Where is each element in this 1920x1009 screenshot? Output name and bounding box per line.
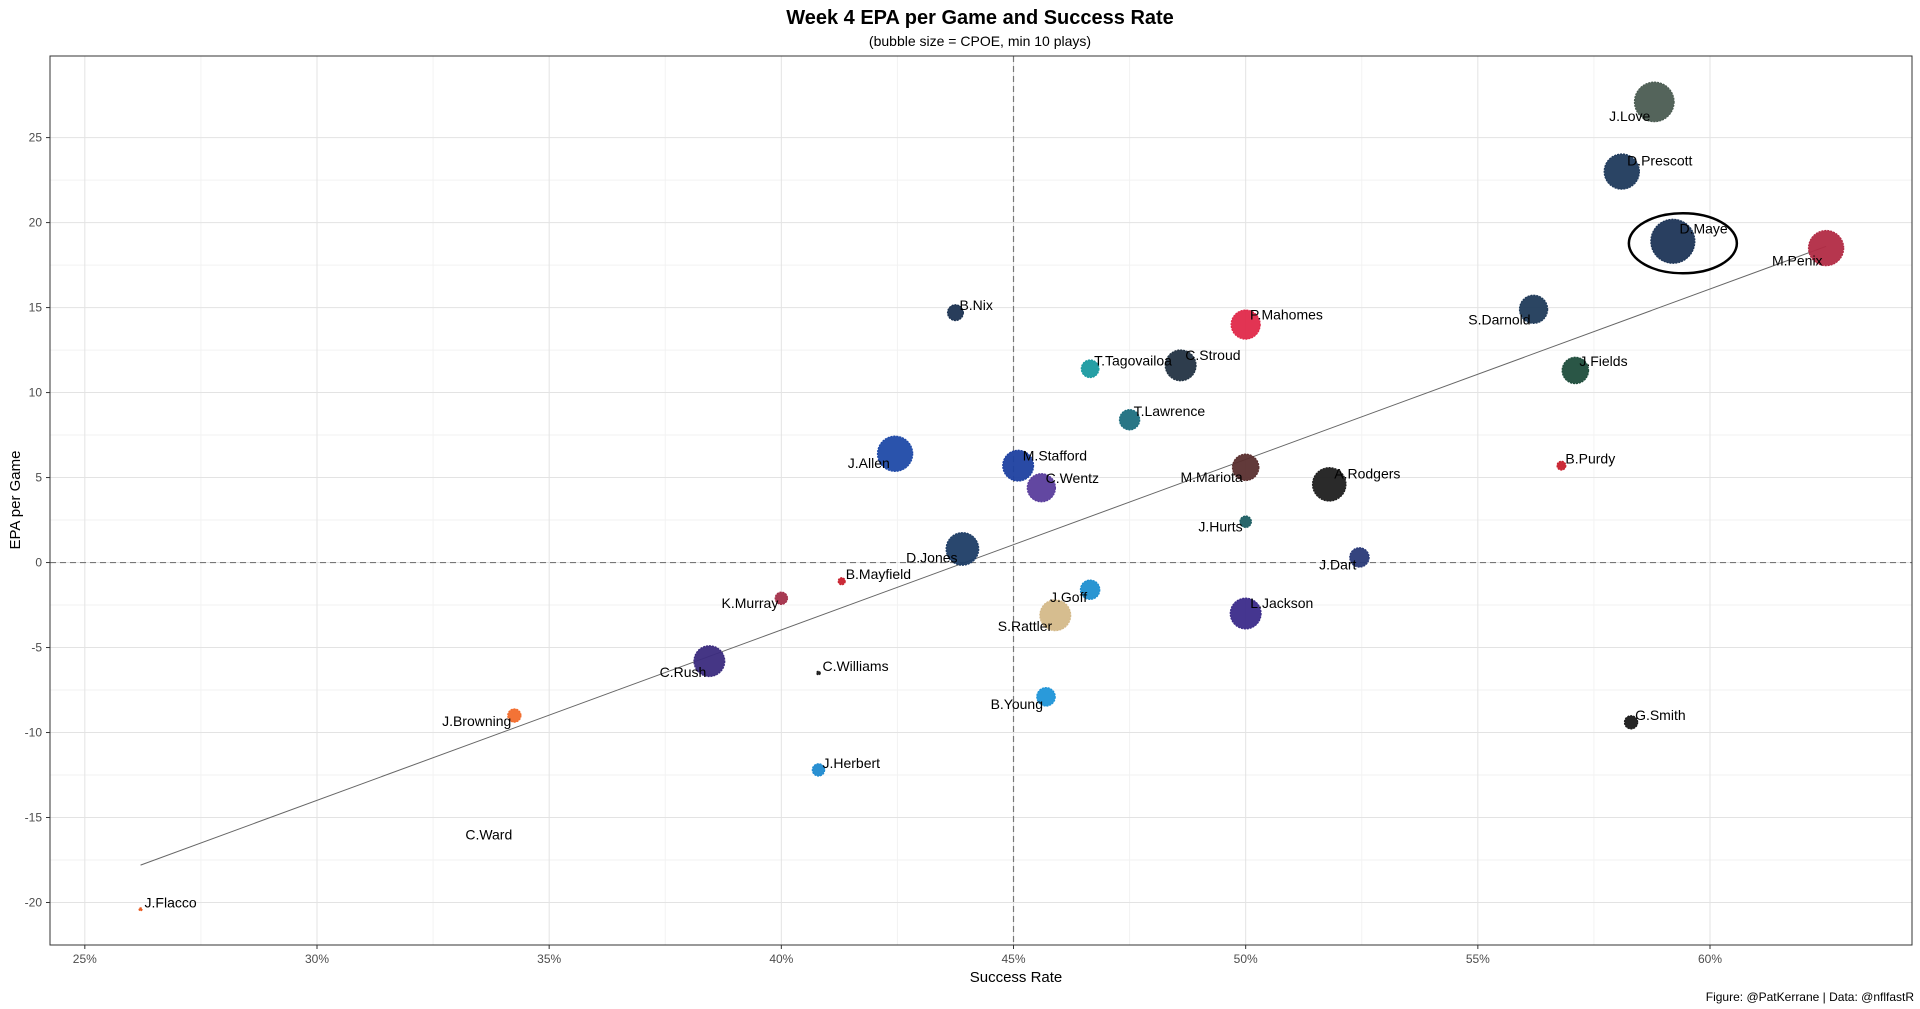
point-label: M.Mariota <box>1180 469 1242 485</box>
data-point <box>1026 473 1057 503</box>
x-tick-label: 35% <box>537 952 561 966</box>
y-tick-label: 10 <box>29 386 43 400</box>
data-point <box>945 532 980 566</box>
point-label: C.Rush <box>660 664 707 680</box>
data-point <box>1080 359 1100 379</box>
data-point <box>1118 409 1141 431</box>
x-tick-label: 25% <box>73 952 97 966</box>
point-label: B.Mayfield <box>846 566 911 582</box>
data-point <box>1311 467 1347 502</box>
y-tick-label: 5 <box>35 471 42 485</box>
y-tick-label: -15 <box>25 811 43 825</box>
data-point <box>1079 579 1101 601</box>
point-label: C.Williams <box>822 658 888 674</box>
x-tick-label: 45% <box>1001 952 1025 966</box>
data-point <box>811 763 826 777</box>
data-point <box>1039 599 1072 632</box>
data-point <box>1239 515 1252 529</box>
data-point <box>774 591 789 605</box>
chart-subtitle: (bubble size = CPOE, min 10 plays) <box>869 33 1091 49</box>
point-label: J.Love <box>1609 108 1650 124</box>
data-point <box>816 670 821 676</box>
point-label: G.Smith <box>1635 707 1686 723</box>
chart-caption: Figure: @PatKerrane | Data: @nflfastR <box>1706 990 1915 1004</box>
point-label: J.Goff <box>1050 589 1087 605</box>
point-label: J.Flacco <box>145 894 197 910</box>
point-label: D.Jones <box>906 549 957 565</box>
point-label: C.Stroud <box>1185 347 1240 363</box>
y-axis-label: EPA per Game <box>7 451 24 550</box>
data-point <box>1229 597 1262 630</box>
x-tick-label: 30% <box>305 952 329 966</box>
point-label: T.Tagovailoa <box>1094 353 1172 369</box>
x-axis-label: Success Rate <box>970 969 1063 986</box>
data-point <box>507 708 522 723</box>
data-point <box>876 435 914 472</box>
data-point <box>1002 449 1035 482</box>
point-label: T.Lawrence <box>1134 403 1206 419</box>
plot-border <box>49 55 1913 946</box>
data-point <box>1623 715 1639 730</box>
chart-title: Week 4 EPA per Game and Success Rate <box>786 7 1174 29</box>
data-point <box>1561 356 1590 385</box>
data-point <box>1231 453 1260 482</box>
axis-layer: 25% 30% 35% 40% 45% 50% 55% 60% -20 -15 -10 -5 0 5 10 1… <box>25 55 1913 966</box>
data-point <box>837 577 846 586</box>
point-label: S.Rattler <box>998 618 1053 634</box>
data-point <box>1164 349 1197 382</box>
data-points <box>138 81 1845 912</box>
x-tick-label: 60% <box>1698 952 1722 966</box>
data-point <box>1230 309 1261 340</box>
trend-line <box>140 245 1827 866</box>
point-label: K.Murray <box>722 595 779 611</box>
point-label: S.Darnold <box>1468 311 1530 327</box>
data-point <box>1650 218 1696 264</box>
data-point <box>138 907 143 912</box>
point-label: C.Ward <box>465 827 512 843</box>
point-label: M.Penix <box>1772 253 1823 269</box>
data-point <box>946 304 964 322</box>
y-tick-label: 15 <box>29 301 43 315</box>
point-label: L.Jackson <box>1250 595 1313 611</box>
point-label: D.Prescott <box>1627 152 1692 168</box>
y-tick-label: 20 <box>29 216 43 230</box>
point-labels: J.Love D.Prescott D.Maye M.Penix S.Darnold J.… <box>145 108 1823 911</box>
point-label: D.Maye <box>1679 221 1727 237</box>
data-point <box>1518 294 1549 324</box>
data-point <box>693 645 726 678</box>
point-label: J.Fields <box>1579 353 1627 369</box>
y-tick-label: -20 <box>25 896 43 910</box>
point-label: B.Nix <box>959 297 992 313</box>
point-label: P.Mahomes <box>1250 306 1323 322</box>
x-tick-label: 55% <box>1466 952 1490 966</box>
data-point <box>1633 81 1675 123</box>
point-label: M.Stafford <box>1023 447 1087 463</box>
trend-line-layer <box>140 245 1827 866</box>
point-label: B.Purdy <box>1565 451 1615 467</box>
point-label: A.Rodgers <box>1334 465 1400 481</box>
data-point <box>1603 153 1640 190</box>
point-label: J.Allen <box>848 455 890 471</box>
point-label: C.Wentz <box>1046 470 1099 486</box>
point-label: J.Herbert <box>822 755 880 771</box>
y-tick-label: -5 <box>31 641 42 655</box>
data-point <box>1807 229 1845 267</box>
point-label: J.Dart <box>1319 557 1356 573</box>
point-label: J.Browning <box>442 713 511 729</box>
point-label: B.Young <box>991 696 1043 712</box>
x-tick-label: 50% <box>1234 952 1258 966</box>
y-tick-label: -10 <box>25 726 43 740</box>
y-tick-label: 25 <box>29 131 43 145</box>
reference-lines <box>50 56 1912 945</box>
data-point <box>1349 547 1370 568</box>
data-point <box>1556 460 1567 471</box>
highlight-layer <box>1627 212 1739 275</box>
y-tick-label: 0 <box>35 556 42 570</box>
highlight-ellipse <box>1627 212 1739 275</box>
x-tick-label: 40% <box>769 952 793 966</box>
point-label: J.Hurts <box>1198 518 1242 534</box>
data-point <box>1036 686 1056 707</box>
grid-layer <box>50 56 1912 945</box>
